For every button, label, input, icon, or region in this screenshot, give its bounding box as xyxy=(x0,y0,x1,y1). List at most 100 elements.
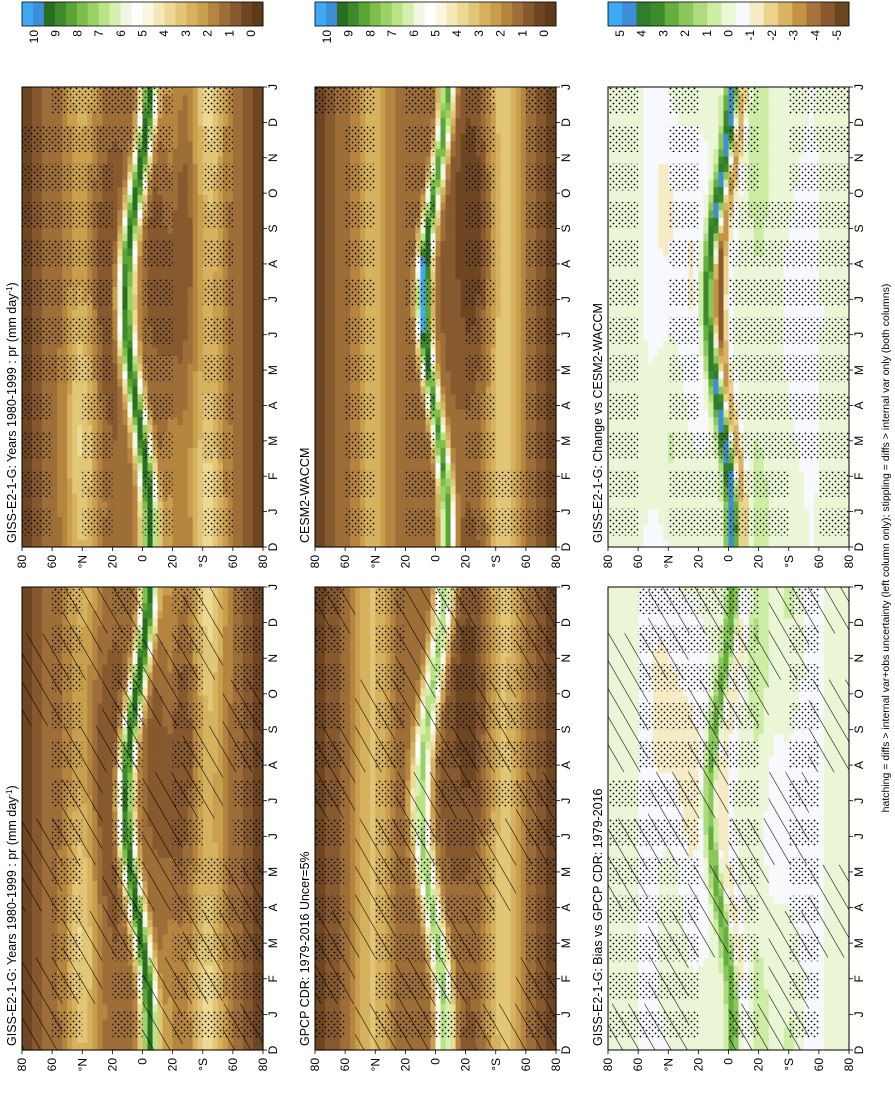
heatmap-cell xyxy=(27,934,33,942)
heatmap-cell xyxy=(137,532,143,540)
heatmap-cell xyxy=(87,386,93,394)
heatmap-cell xyxy=(233,532,239,540)
heatmap-cell xyxy=(243,618,249,626)
heatmap-cell xyxy=(62,455,68,463)
heatmap-cell xyxy=(253,849,259,857)
heatmap-cell xyxy=(42,911,48,919)
heatmap-cell xyxy=(92,424,98,432)
heatmap-cell xyxy=(67,524,73,532)
heatmap-cell xyxy=(122,386,128,394)
heatmap-cell xyxy=(193,524,199,532)
heatmap-cell xyxy=(122,378,128,386)
heatmap-cell xyxy=(87,896,93,904)
heatmap-cell xyxy=(238,532,244,540)
heatmap-cell xyxy=(173,355,179,363)
heatmap-cell xyxy=(137,378,143,386)
heatmap-cell xyxy=(193,455,199,463)
heatmap-cell xyxy=(223,386,229,394)
heatmap-cell xyxy=(243,455,249,463)
heatmap-cell xyxy=(148,734,154,742)
heatmap-cell xyxy=(208,819,214,827)
heatmap-cell xyxy=(107,826,113,834)
heatmap-cell xyxy=(22,757,28,765)
heatmap-cell xyxy=(158,726,164,734)
heatmap-cell xyxy=(27,788,33,796)
heatmap-cell xyxy=(137,409,143,417)
heatmap-cell xyxy=(87,1042,93,1050)
heatmap-cell xyxy=(193,463,199,471)
heatmap-cell xyxy=(52,424,58,432)
heatmap-cell xyxy=(137,493,143,501)
month-tick-label: J xyxy=(266,798,280,804)
heatmap-cell xyxy=(52,432,58,440)
heatmap-cell xyxy=(188,478,194,486)
heatmap-cell xyxy=(233,478,239,486)
heatmap-cell xyxy=(87,888,93,896)
heatmap-cell xyxy=(208,386,214,394)
heatmap-cell xyxy=(32,757,38,765)
heatmap-cell xyxy=(218,819,224,827)
heatmap-cell xyxy=(148,934,154,942)
heatmap-cell xyxy=(173,401,179,409)
heatmap-cell xyxy=(37,463,43,471)
heatmap-cell xyxy=(148,463,154,471)
heatmap-cell xyxy=(248,493,254,501)
heatmap-cell xyxy=(158,741,164,749)
heatmap-cell xyxy=(107,1035,113,1043)
heatmap-cell xyxy=(213,501,219,509)
heatmap-cell xyxy=(183,1004,189,1012)
heatmap-cell xyxy=(218,501,224,509)
heatmap-cell xyxy=(203,718,209,726)
heatmap-cell xyxy=(127,371,133,379)
heatmap-cell xyxy=(77,532,83,540)
heatmap-cell xyxy=(173,927,179,935)
heatmap-cell xyxy=(37,424,43,432)
heatmap-cell xyxy=(193,486,199,494)
heatmap-cell xyxy=(127,463,133,471)
heatmap-cell xyxy=(223,780,229,788)
heatmap-cell xyxy=(193,516,199,524)
heatmap-cell xyxy=(193,532,199,540)
heatmap-cell xyxy=(82,680,88,688)
heatmap-cell xyxy=(27,803,33,811)
heatmap-cell xyxy=(148,618,154,626)
heatmap-cell xyxy=(137,394,143,402)
heatmap-cell xyxy=(198,363,204,371)
heatmap-cell xyxy=(92,1027,98,1035)
heatmap-cell xyxy=(92,718,98,726)
heatmap-cell xyxy=(223,672,229,680)
heatmap-cell xyxy=(173,539,179,547)
heatmap-cell xyxy=(87,1035,93,1043)
heatmap-cell xyxy=(82,695,88,703)
heatmap-cell xyxy=(27,780,33,788)
heatmap-cell xyxy=(127,516,133,524)
heatmap-cell xyxy=(163,595,169,603)
heatmap-cell xyxy=(112,532,118,540)
heatmap-cell xyxy=(27,734,33,742)
heatmap-cell xyxy=(183,447,189,455)
heatmap-cell xyxy=(193,1004,199,1012)
heatmap-cell xyxy=(168,734,174,742)
heatmap-cell xyxy=(97,718,103,726)
heatmap-cell xyxy=(122,772,128,780)
heatmap-cell xyxy=(112,772,118,780)
heatmap-cell xyxy=(158,942,164,950)
heatmap-cell xyxy=(47,587,53,595)
heatmap-cell xyxy=(178,417,184,425)
heatmap-cell xyxy=(117,1042,123,1050)
figure: 80 60 °N 20 0 20 °S 60 80DJFMAMJJASONDJGISS-E2-1… xyxy=(0,0,895,1097)
heatmap-cell xyxy=(238,470,244,478)
heatmap-cell xyxy=(148,726,154,734)
heatmap-cell xyxy=(178,447,184,455)
heatmap-cell xyxy=(102,1004,108,1012)
heatmap-cell xyxy=(148,602,154,610)
heatmap-cell xyxy=(243,401,249,409)
heatmap-cell xyxy=(57,409,63,417)
heatmap-cell xyxy=(92,903,98,911)
heatmap-cell xyxy=(32,942,38,950)
heatmap-cell xyxy=(92,1019,98,1027)
heatmap-cell xyxy=(253,447,259,455)
heatmap-cell xyxy=(32,386,38,394)
hatch-patch xyxy=(223,726,263,772)
heatmap-cell xyxy=(97,888,103,896)
